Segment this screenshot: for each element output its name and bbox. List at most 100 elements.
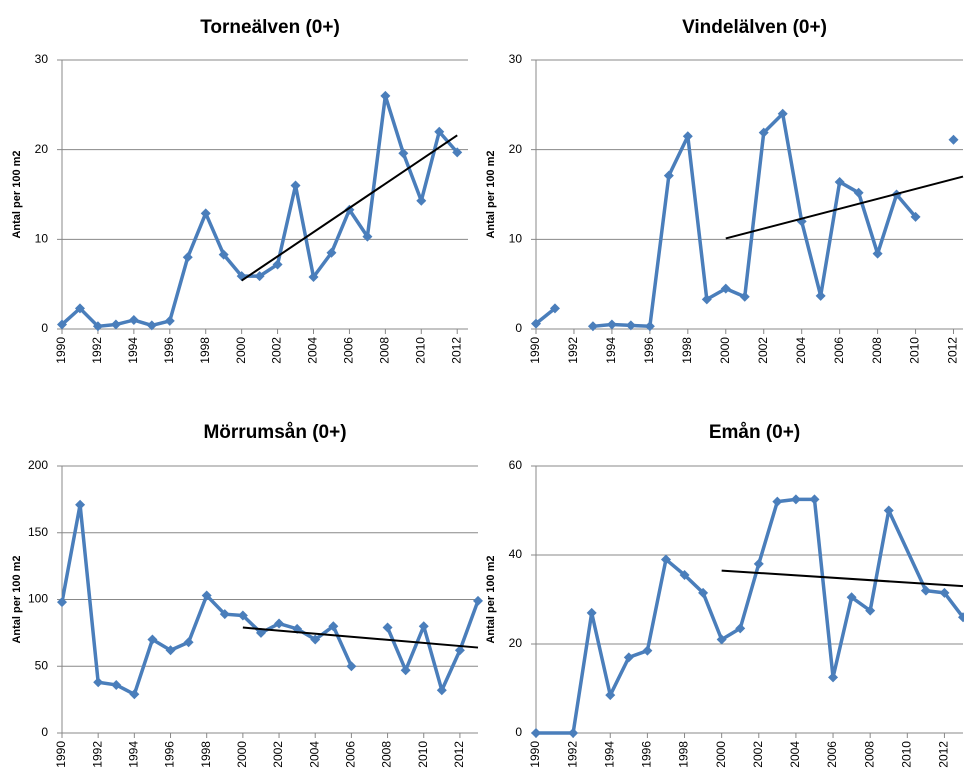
marker	[883, 505, 894, 516]
y-tick-label: 10	[35, 232, 49, 246]
marker	[255, 627, 266, 638]
marker	[308, 271, 319, 282]
y-tick-label: 30	[35, 52, 49, 66]
marker	[679, 570, 690, 581]
marker	[682, 131, 693, 142]
chart-title: Emån (0+)	[709, 422, 800, 443]
marker	[958, 612, 964, 623]
x-tick-label: 1998	[677, 741, 691, 768]
x-tick-label: 2006	[832, 337, 846, 364]
marker	[587, 321, 598, 332]
marker	[948, 134, 959, 145]
x-tick-label: 2004	[788, 741, 802, 768]
y-tick-label: 30	[509, 52, 523, 66]
marker	[272, 259, 283, 270]
series-line	[62, 94, 459, 329]
y-axis-label: Antal per 100 m2	[485, 150, 497, 238]
trend-line	[241, 134, 458, 282]
x-tick-label: 1992	[90, 337, 104, 364]
marker	[777, 108, 788, 119]
marker	[716, 634, 727, 645]
series-line	[536, 497, 963, 735]
marker	[400, 665, 411, 676]
marker	[328, 621, 339, 632]
marker	[200, 208, 211, 219]
x-tick-label: 2002	[751, 741, 765, 768]
marker	[828, 672, 839, 683]
marker	[310, 634, 321, 645]
marker	[111, 679, 122, 690]
x-tick-label: 1996	[642, 337, 656, 364]
y-tick-label: 150	[28, 525, 48, 539]
marker	[380, 90, 391, 101]
marker	[128, 315, 139, 326]
marker	[606, 319, 617, 330]
y-tick-label: 200	[28, 458, 48, 472]
marker	[326, 247, 337, 258]
marker	[701, 294, 712, 305]
trend-line	[721, 569, 964, 588]
marker	[362, 231, 373, 242]
x-tick-label: 2006	[825, 741, 839, 768]
marker	[57, 597, 67, 608]
marker	[147, 634, 158, 645]
x-tick-label: 1996	[163, 741, 177, 768]
marker	[920, 585, 931, 596]
marker	[772, 496, 783, 507]
marker	[165, 645, 176, 656]
x-tick-label: 1992	[565, 741, 579, 768]
marker	[753, 558, 764, 569]
marker	[75, 499, 86, 510]
y-tick-label: 0	[515, 725, 522, 739]
marker	[454, 645, 465, 656]
x-tick-label: 2010	[416, 741, 430, 768]
marker	[698, 587, 709, 598]
marker	[939, 587, 950, 598]
marker	[436, 685, 447, 696]
y-tick-label: 60	[509, 458, 523, 472]
x-tick-label: 1994	[127, 741, 141, 768]
x-tick-label: 1994	[602, 741, 616, 768]
marker	[57, 319, 67, 330]
y-tick-label: 10	[509, 232, 523, 246]
x-tick-label: 2008	[862, 741, 876, 768]
series-line	[385, 600, 478, 693]
marker	[815, 290, 826, 301]
x-tick-label: 2000	[718, 337, 732, 364]
marker	[346, 661, 357, 672]
y-tick-label: 0	[515, 321, 522, 335]
y-tick-label: 20	[35, 142, 49, 156]
x-tick-label: 2000	[235, 741, 249, 768]
y-axis-label: Antal per 100 m2	[11, 555, 23, 643]
marker	[739, 291, 750, 302]
marker	[110, 319, 121, 330]
marker	[416, 195, 427, 206]
marker	[531, 318, 541, 329]
x-tick-label: 2008	[380, 741, 394, 768]
x-tick-label: 2010	[413, 337, 427, 364]
chart-title: Vindelälven (0+)	[682, 17, 827, 38]
marker	[623, 652, 634, 663]
x-tick-label: 1994	[604, 337, 618, 364]
x-tick-label: 2006	[342, 337, 356, 364]
x-tick-label: 2008	[378, 337, 392, 364]
series-line	[592, 112, 917, 329]
y-axis-label: Antal per 100 m2	[485, 555, 497, 643]
marker	[473, 595, 483, 606]
x-tick-label: 1998	[680, 337, 694, 364]
y-tick-label: 20	[509, 142, 523, 156]
x-tick-label: 2010	[899, 741, 913, 768]
marker	[531, 728, 541, 738]
x-tick-label: 2012	[449, 337, 463, 364]
x-tick-label: 2000	[714, 741, 728, 768]
chart-title: Torneälven (0+)	[200, 17, 340, 38]
x-tick-label: 1990	[528, 741, 542, 768]
x-tick-label: 1994	[126, 337, 140, 364]
marker	[237, 610, 248, 621]
marker	[398, 148, 409, 159]
x-tick-label: 1992	[90, 741, 104, 768]
x-tick-label: 1992	[566, 337, 580, 364]
x-tick-label: 2002	[756, 337, 770, 364]
marker	[910, 211, 921, 222]
